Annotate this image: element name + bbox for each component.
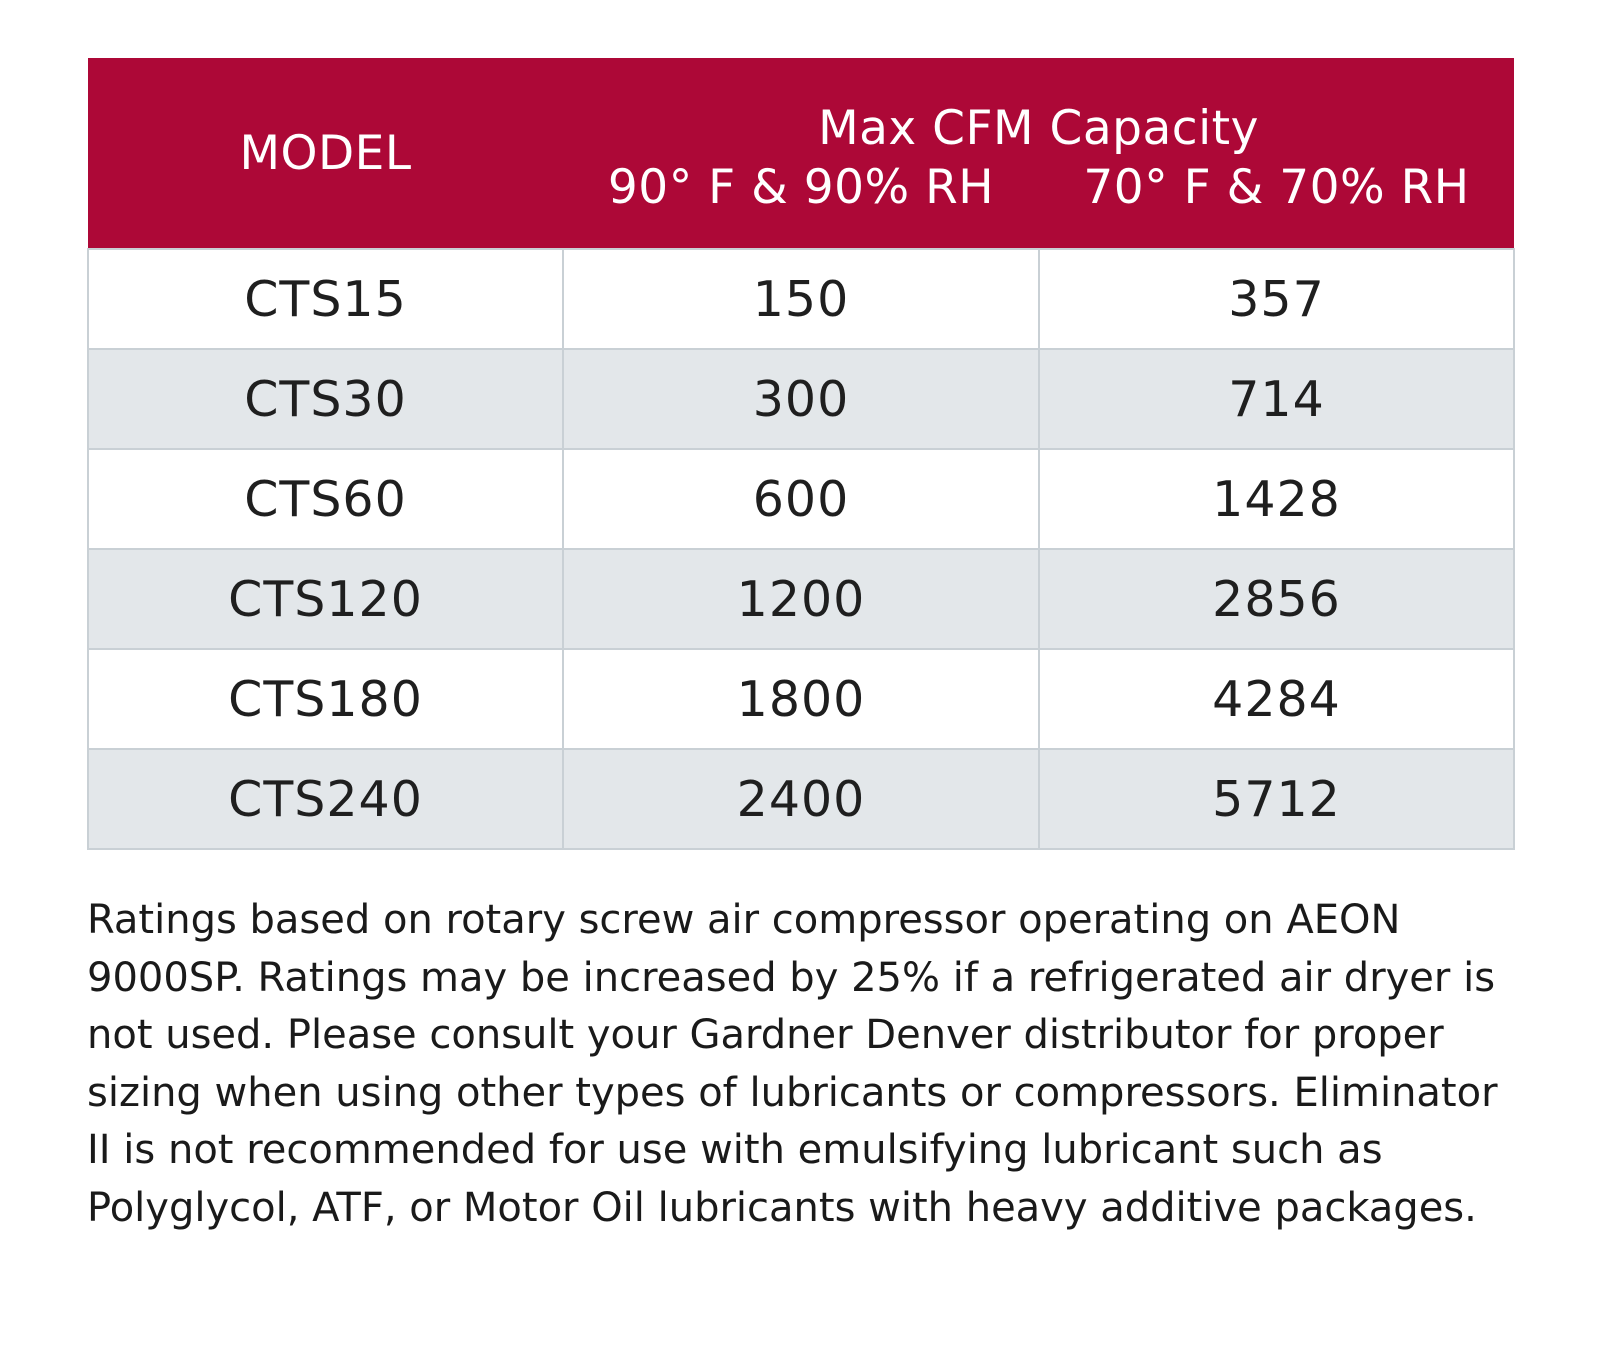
cell-model: CTS120 bbox=[87, 548, 564, 650]
cell-capacity-90: 150 bbox=[562, 248, 1040, 350]
table-row: CTS120 1200 2856 bbox=[87, 548, 1516, 650]
ratings-footnote: Ratings based on rotary screw air compre… bbox=[87, 897, 1498, 1231]
cell-capacity-70: 714 bbox=[1037, 348, 1516, 450]
cell-capacity-70: 2856 bbox=[1037, 548, 1516, 650]
cell-capacity-70: 357 bbox=[1037, 248, 1516, 350]
table-body: CTS15 150 357 CTS30 300 714 CTS60 600 14… bbox=[87, 248, 1516, 850]
table-row: CTS180 1800 4284 bbox=[87, 648, 1516, 750]
header-70f-70rh: 70° F & 70% RH bbox=[1039, 160, 1515, 249]
cell-model: CTS30 bbox=[87, 348, 564, 450]
header-90f-90rh: 90° F & 90% RH bbox=[563, 160, 1039, 249]
table-row: CTS30 300 714 bbox=[87, 348, 1516, 450]
cell-capacity-70: 5712 bbox=[1037, 748, 1516, 850]
cell-model: CTS60 bbox=[87, 448, 564, 550]
cell-capacity-90: 2400 bbox=[562, 748, 1040, 850]
cell-model: CTS180 bbox=[87, 648, 564, 750]
cell-capacity-70: 4284 bbox=[1037, 648, 1516, 750]
capacity-table: MODEL Max CFM Capacity 90° F & 90% RH 70… bbox=[87, 58, 1516, 850]
header-model: MODEL bbox=[88, 58, 563, 249]
cell-model: CTS15 bbox=[87, 248, 564, 350]
table-row: CTS240 2400 5712 bbox=[87, 748, 1516, 850]
cell-capacity-90: 300 bbox=[562, 348, 1040, 450]
header-max-cfm-capacity: Max CFM Capacity bbox=[563, 58, 1515, 160]
cell-capacity-90: 1800 bbox=[562, 648, 1040, 750]
table-header: MODEL Max CFM Capacity 90° F & 90% RH 70… bbox=[88, 58, 1515, 249]
cell-capacity-90: 600 bbox=[562, 448, 1040, 550]
cell-capacity-70: 1428 bbox=[1037, 448, 1516, 550]
cell-capacity-90: 1200 bbox=[562, 548, 1040, 650]
cell-model: CTS240 bbox=[87, 748, 564, 850]
table-row: CTS15 150 357 bbox=[87, 248, 1516, 350]
table-row: CTS60 600 1428 bbox=[87, 448, 1516, 550]
